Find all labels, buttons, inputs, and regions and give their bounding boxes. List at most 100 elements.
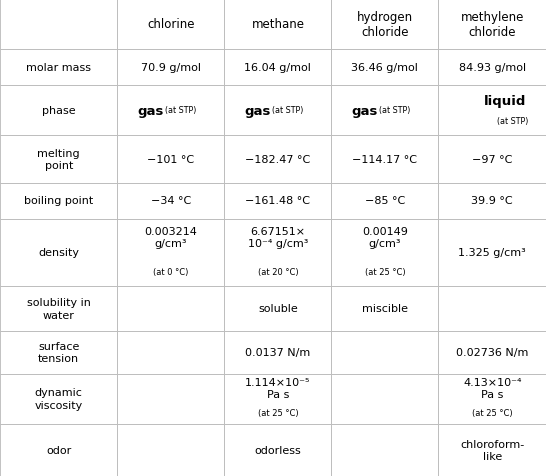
- Text: hydrogen
chloride: hydrogen chloride: [357, 10, 413, 40]
- Bar: [331, 86, 438, 136]
- Bar: [331, 424, 438, 476]
- Text: (at 0 °C): (at 0 °C): [153, 267, 188, 276]
- Text: chlorine: chlorine: [147, 19, 194, 31]
- Bar: [117, 219, 224, 287]
- Text: 70.9 g/mol: 70.9 g/mol: [141, 63, 201, 73]
- Bar: [0, 86, 117, 136]
- Text: −161.48 °C: −161.48 °C: [245, 196, 311, 206]
- Text: 36.46 g/mol: 36.46 g/mol: [352, 63, 418, 73]
- Text: (at 25 °C): (at 25 °C): [365, 267, 405, 276]
- Bar: [117, 136, 224, 183]
- Bar: [438, 287, 546, 331]
- Text: 1.325 g/cm³: 1.325 g/cm³: [458, 248, 526, 258]
- Bar: [224, 0, 331, 50]
- Text: miscible: miscible: [362, 304, 408, 314]
- Bar: [224, 287, 331, 331]
- Bar: [0, 0, 117, 50]
- Text: 84.93 g/mol: 84.93 g/mol: [459, 63, 526, 73]
- Bar: [331, 50, 438, 86]
- Bar: [438, 0, 546, 50]
- Text: (at 25 °C): (at 25 °C): [258, 408, 298, 417]
- Text: −85 °C: −85 °C: [365, 196, 405, 206]
- Bar: [438, 331, 546, 374]
- Text: (at STP): (at STP): [379, 106, 410, 115]
- Bar: [224, 424, 331, 476]
- Text: (at 25 °C): (at 25 °C): [472, 408, 513, 417]
- Bar: [117, 86, 224, 136]
- Text: (at STP): (at STP): [272, 106, 303, 115]
- Bar: [224, 183, 331, 219]
- Bar: [0, 374, 117, 424]
- Bar: [331, 0, 438, 50]
- Bar: [0, 183, 117, 219]
- Text: gas: gas: [245, 104, 271, 117]
- Text: methane: methane: [251, 19, 305, 31]
- Text: gas: gas: [352, 104, 378, 117]
- Text: molar mass: molar mass: [26, 63, 91, 73]
- Text: chloroform-
like: chloroform- like: [460, 438, 524, 461]
- Text: 0.0137 N/m: 0.0137 N/m: [245, 347, 311, 357]
- Bar: [438, 374, 546, 424]
- Bar: [0, 219, 117, 287]
- Text: gas: gas: [138, 104, 164, 117]
- Text: 4.13×10⁻⁴
Pa s: 4.13×10⁻⁴ Pa s: [463, 378, 521, 400]
- Text: solubility in
water: solubility in water: [27, 298, 91, 320]
- Text: dynamic
viscosity: dynamic viscosity: [34, 387, 83, 410]
- Text: 1.114×10⁻⁵
Pa s: 1.114×10⁻⁵ Pa s: [245, 378, 311, 400]
- Text: 6.67151×
10⁻⁴ g/cm³: 6.67151× 10⁻⁴ g/cm³: [248, 227, 308, 249]
- Text: 16.04 g/mol: 16.04 g/mol: [245, 63, 311, 73]
- Bar: [117, 331, 224, 374]
- Text: 39.9 °C: 39.9 °C: [471, 196, 513, 206]
- Text: 0.003214
g/cm³: 0.003214 g/cm³: [145, 227, 197, 249]
- Bar: [438, 86, 546, 136]
- Text: (at STP): (at STP): [165, 106, 196, 115]
- Bar: [0, 424, 117, 476]
- Bar: [117, 0, 224, 50]
- Bar: [331, 374, 438, 424]
- Text: −34 °C: −34 °C: [151, 196, 191, 206]
- Bar: [117, 183, 224, 219]
- Text: 0.02736 N/m: 0.02736 N/m: [456, 347, 529, 357]
- Bar: [117, 374, 224, 424]
- Text: soluble: soluble: [258, 304, 298, 314]
- Text: −97 °C: −97 °C: [472, 154, 512, 164]
- Text: density: density: [38, 248, 79, 258]
- Text: (at 20 °C): (at 20 °C): [258, 267, 298, 276]
- Bar: [331, 219, 438, 287]
- Text: liquid: liquid: [484, 94, 526, 107]
- Bar: [224, 86, 331, 136]
- Bar: [331, 331, 438, 374]
- Text: odor: odor: [46, 445, 72, 455]
- Bar: [224, 136, 331, 183]
- Text: boiling point: boiling point: [24, 196, 93, 206]
- Bar: [0, 136, 117, 183]
- Bar: [117, 424, 224, 476]
- Bar: [438, 219, 546, 287]
- Text: −182.47 °C: −182.47 °C: [245, 154, 311, 164]
- Bar: [224, 374, 331, 424]
- Text: odorless: odorless: [254, 445, 301, 455]
- Bar: [331, 136, 438, 183]
- Bar: [117, 50, 224, 86]
- Bar: [438, 183, 546, 219]
- Bar: [438, 50, 546, 86]
- Text: (at STP): (at STP): [496, 116, 528, 125]
- Bar: [438, 424, 546, 476]
- Bar: [224, 331, 331, 374]
- Bar: [331, 183, 438, 219]
- Bar: [0, 287, 117, 331]
- Text: −101 °C: −101 °C: [147, 154, 194, 164]
- Text: 0.00149
g/cm³: 0.00149 g/cm³: [362, 227, 408, 249]
- Bar: [117, 287, 224, 331]
- Bar: [224, 50, 331, 86]
- Bar: [0, 331, 117, 374]
- Text: melting
point: melting point: [37, 148, 80, 170]
- Bar: [331, 287, 438, 331]
- Text: surface
tension: surface tension: [38, 341, 79, 364]
- Bar: [438, 136, 546, 183]
- Text: phase: phase: [42, 106, 75, 116]
- Bar: [0, 50, 117, 86]
- Text: methylene
chloride: methylene chloride: [460, 10, 524, 40]
- Bar: [224, 219, 331, 287]
- Text: −114.17 °C: −114.17 °C: [352, 154, 418, 164]
